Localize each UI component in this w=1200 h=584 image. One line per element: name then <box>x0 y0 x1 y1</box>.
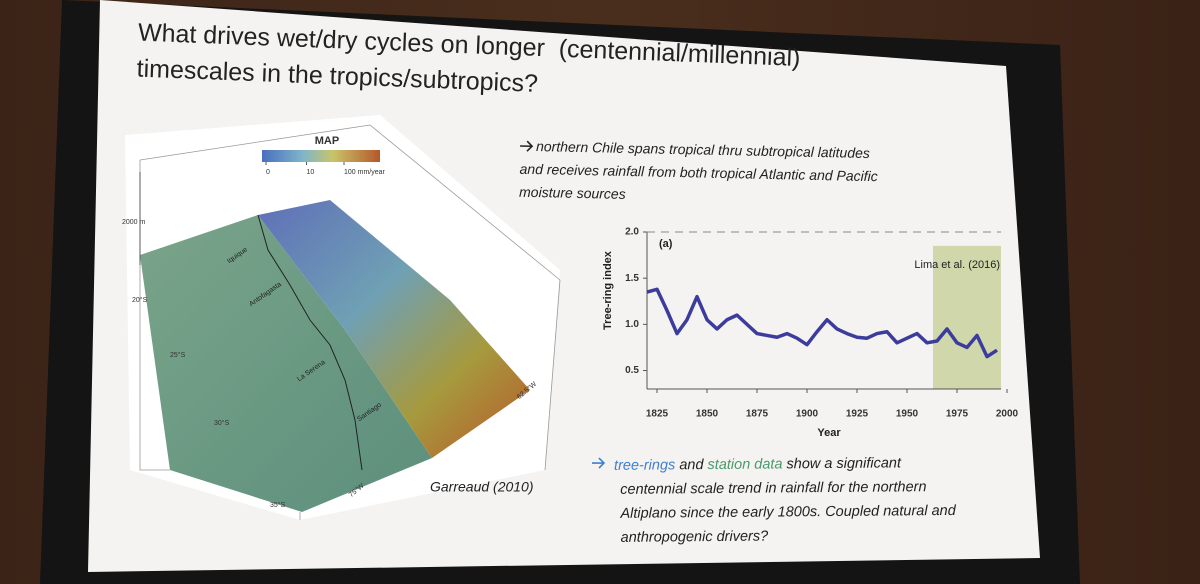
smoothed-line <box>647 287 998 359</box>
y-tick-label: 1.5 <box>625 273 639 284</box>
x-tick-label: 2000 <box>996 409 1019 420</box>
arrow-icon <box>520 140 534 152</box>
text-run: Altiplano since the early 1800s. Coupled… <box>619 503 956 522</box>
y-tick-label: 1.0 <box>625 319 639 330</box>
colorbar-tick-label: 100 mm/year <box>344 169 386 176</box>
x-tick-label: 1900 <box>796 409 819 420</box>
latitude-label: 25°S <box>170 351 186 359</box>
text-run: and <box>675 457 707 473</box>
text-run: tree-rings <box>614 457 675 474</box>
x-axis-label: Year <box>817 427 841 439</box>
text-run: station data <box>707 456 782 473</box>
bullet-line: northern Chile spans tropical thru subtr… <box>536 138 870 161</box>
frame-line <box>544 279 561 471</box>
x-tick-label: 1850 <box>696 409 719 420</box>
bullet-line: centennial scale trend in rainfall for t… <box>620 479 926 498</box>
colorbar-title: MAP <box>315 135 339 147</box>
y-tick-label: 2.0 <box>625 227 639 238</box>
bullet-line: Altiplano since the early 1800s. Coupled… <box>619 503 956 522</box>
text-run: anthropogenic drivers? <box>621 528 770 545</box>
x-tick-label: 1950 <box>896 409 919 420</box>
coastline <box>257 214 363 471</box>
bullet-line: and receives rainfall from both tropical… <box>519 161 877 184</box>
bullet-line: moisture sources <box>519 184 626 202</box>
latitude-label: 20°S <box>132 296 148 304</box>
map-credit: Garreaud (2010) <box>430 479 534 495</box>
x-tick-label: 1875 <box>746 409 769 420</box>
bullet-line: tree-rings and station data show a signi… <box>614 455 902 474</box>
x-tick-label: 1825 <box>646 409 669 420</box>
arrow-icon <box>591 457 606 469</box>
andes-relief <box>258 200 530 458</box>
frame-line <box>139 124 561 281</box>
elevation-label: 2000 m <box>122 219 146 226</box>
bullet-1: northern Chile spans tropical thru subtr… <box>519 138 878 202</box>
x-tick-label: 1925 <box>846 409 869 420</box>
y-axis-label: Tree-ring index <box>602 250 614 330</box>
bullet-2: tree-rings and station data show a signi… <box>591 455 957 546</box>
tree-ring-chart: 0.5 1.0 1.5 2.0 1825 1850 1875 1900 1925 1950 1975… <box>602 227 1019 439</box>
bullet-line: anthropogenic drivers? <box>621 528 770 545</box>
highlight-band <box>933 245 1001 389</box>
colorbar-tick-label: 10 <box>307 169 315 176</box>
source-label: Lima et al. (2016) <box>914 259 1000 271</box>
latitude-label: 30°S <box>214 419 230 427</box>
latitude-label: 35°S <box>270 501 286 509</box>
colorbar-tick-label: 0 <box>266 169 270 176</box>
text-run: centennial scale trend in rainfall for t… <box>620 479 926 498</box>
panel-label: (a) <box>659 238 673 250</box>
colorbar <box>262 150 380 162</box>
ocean-surface <box>140 215 432 512</box>
y-tick-label: 0.5 <box>625 365 639 376</box>
x-tick-label: 1975 <box>946 409 969 420</box>
text-run: show a significant <box>782 455 902 472</box>
